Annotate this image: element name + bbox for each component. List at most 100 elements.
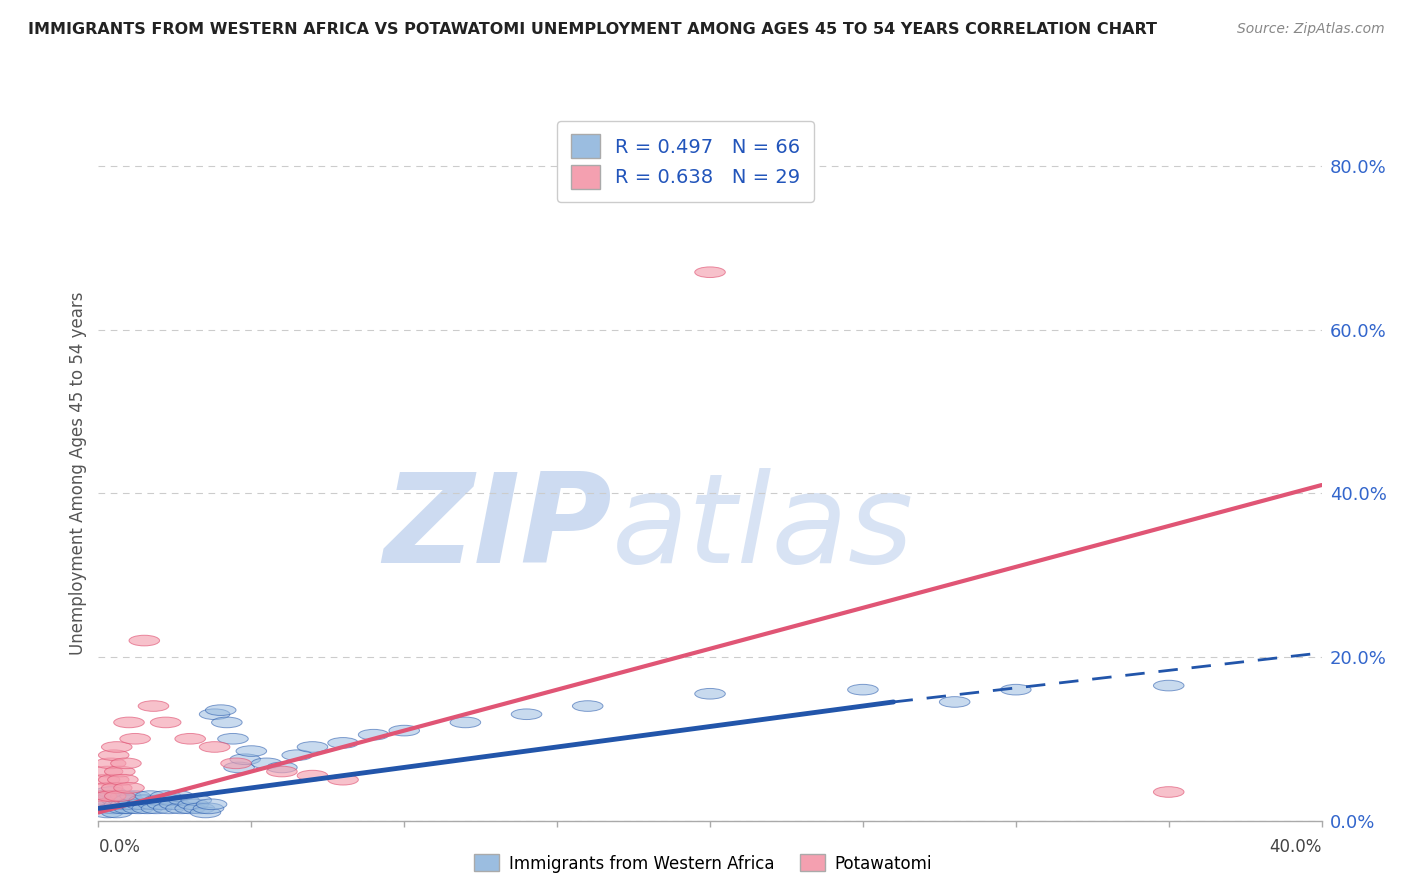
Ellipse shape	[108, 803, 138, 814]
Ellipse shape	[89, 774, 120, 785]
Ellipse shape	[117, 799, 148, 810]
Ellipse shape	[236, 746, 267, 756]
Ellipse shape	[328, 774, 359, 785]
Ellipse shape	[221, 758, 252, 769]
Ellipse shape	[695, 689, 725, 699]
Ellipse shape	[111, 791, 141, 801]
Ellipse shape	[169, 795, 200, 805]
Ellipse shape	[197, 799, 226, 810]
Ellipse shape	[328, 738, 359, 748]
Ellipse shape	[101, 795, 132, 805]
Ellipse shape	[120, 791, 150, 801]
Ellipse shape	[114, 803, 145, 814]
Ellipse shape	[93, 807, 122, 818]
Ellipse shape	[267, 762, 297, 772]
Ellipse shape	[205, 705, 236, 715]
Ellipse shape	[96, 791, 127, 801]
Ellipse shape	[156, 795, 187, 805]
Ellipse shape	[114, 717, 145, 728]
Ellipse shape	[111, 758, 141, 769]
Ellipse shape	[160, 799, 190, 810]
Ellipse shape	[127, 799, 156, 810]
Ellipse shape	[135, 791, 166, 801]
Ellipse shape	[150, 717, 181, 728]
Ellipse shape	[114, 795, 145, 805]
Ellipse shape	[89, 799, 120, 810]
Ellipse shape	[224, 762, 254, 772]
Ellipse shape	[174, 803, 205, 814]
Ellipse shape	[218, 733, 249, 744]
Y-axis label: Unemployment Among Ages 45 to 54 years: Unemployment Among Ages 45 to 54 years	[69, 291, 87, 655]
Ellipse shape	[1153, 681, 1184, 691]
Ellipse shape	[89, 803, 120, 814]
Ellipse shape	[98, 791, 129, 801]
Ellipse shape	[450, 717, 481, 728]
Ellipse shape	[129, 635, 160, 646]
Ellipse shape	[132, 803, 163, 814]
Ellipse shape	[148, 799, 179, 810]
Ellipse shape	[695, 267, 725, 277]
Ellipse shape	[848, 684, 879, 695]
Ellipse shape	[1153, 787, 1184, 797]
Ellipse shape	[572, 701, 603, 711]
Ellipse shape	[141, 803, 172, 814]
Text: atlas: atlas	[612, 468, 914, 589]
Legend: Immigrants from Western Africa, Potawatomi: Immigrants from Western Africa, Potawato…	[467, 847, 939, 880]
Ellipse shape	[111, 799, 141, 810]
Ellipse shape	[98, 750, 129, 761]
Text: ZIP: ZIP	[384, 468, 612, 589]
Ellipse shape	[193, 803, 224, 814]
Ellipse shape	[512, 709, 541, 720]
Ellipse shape	[281, 750, 312, 761]
Ellipse shape	[104, 791, 135, 801]
Ellipse shape	[98, 774, 129, 785]
Ellipse shape	[181, 795, 211, 805]
Ellipse shape	[104, 766, 135, 777]
Ellipse shape	[267, 766, 297, 777]
Ellipse shape	[138, 701, 169, 711]
Ellipse shape	[200, 709, 231, 720]
Ellipse shape	[1001, 684, 1031, 695]
Ellipse shape	[96, 787, 127, 797]
Ellipse shape	[98, 803, 129, 814]
Ellipse shape	[939, 697, 970, 707]
Ellipse shape	[252, 758, 281, 769]
Ellipse shape	[122, 803, 153, 814]
Ellipse shape	[129, 795, 160, 805]
Ellipse shape	[86, 791, 117, 801]
Ellipse shape	[174, 733, 205, 744]
Ellipse shape	[200, 741, 231, 752]
Ellipse shape	[89, 791, 120, 801]
Ellipse shape	[96, 799, 127, 810]
Text: 40.0%: 40.0%	[1270, 838, 1322, 856]
Ellipse shape	[145, 795, 174, 805]
Ellipse shape	[86, 799, 117, 810]
Ellipse shape	[179, 799, 208, 810]
Ellipse shape	[93, 766, 122, 777]
Ellipse shape	[297, 741, 328, 752]
Ellipse shape	[101, 741, 132, 752]
Ellipse shape	[166, 803, 197, 814]
Ellipse shape	[389, 725, 419, 736]
Ellipse shape	[104, 799, 135, 810]
Text: 0.0%: 0.0%	[98, 838, 141, 856]
Ellipse shape	[211, 717, 242, 728]
Ellipse shape	[108, 774, 138, 785]
Ellipse shape	[163, 791, 193, 801]
Legend: R = 0.497   N = 66, R = 0.638   N = 29: R = 0.497 N = 66, R = 0.638 N = 29	[557, 120, 814, 202]
Ellipse shape	[108, 795, 138, 805]
Ellipse shape	[231, 754, 260, 764]
Ellipse shape	[153, 803, 184, 814]
Ellipse shape	[297, 771, 328, 780]
Text: Source: ZipAtlas.com: Source: ZipAtlas.com	[1237, 22, 1385, 37]
Ellipse shape	[104, 791, 135, 801]
Ellipse shape	[96, 758, 127, 769]
Ellipse shape	[120, 733, 150, 744]
Ellipse shape	[93, 782, 122, 793]
Ellipse shape	[190, 807, 221, 818]
Ellipse shape	[101, 782, 132, 793]
Ellipse shape	[150, 791, 181, 801]
Ellipse shape	[101, 807, 132, 818]
Ellipse shape	[114, 782, 145, 793]
Ellipse shape	[359, 730, 389, 740]
